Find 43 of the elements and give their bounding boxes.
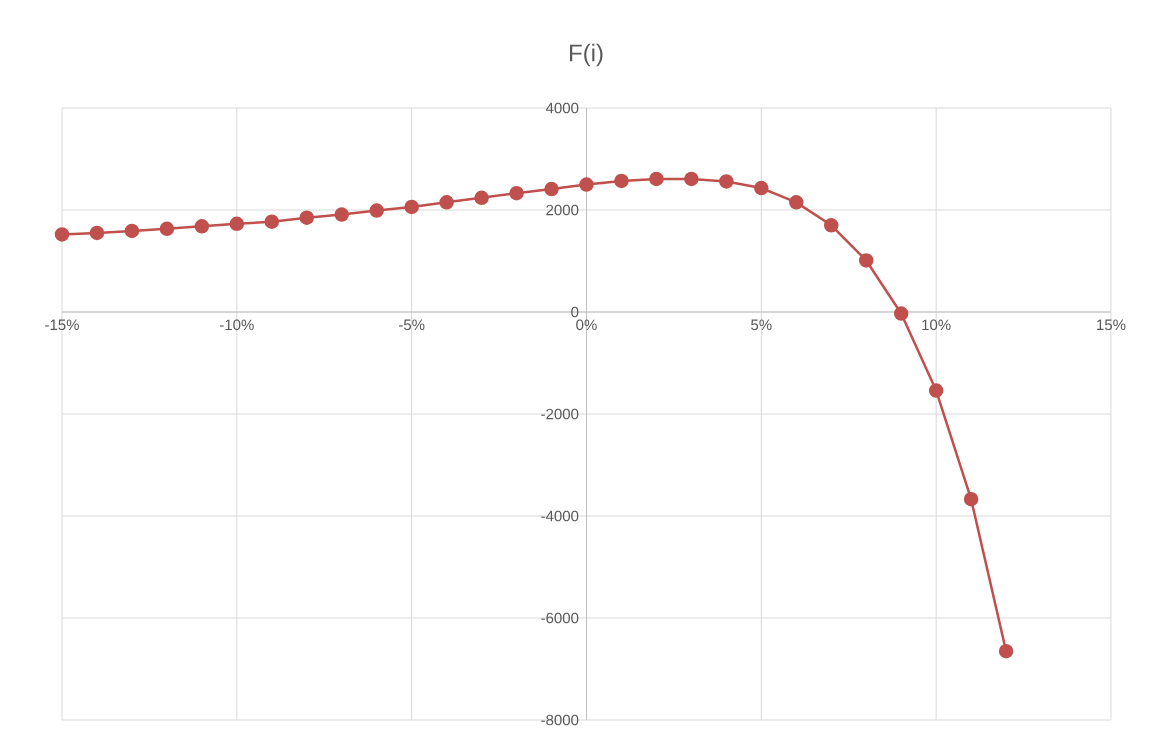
point [893, 306, 909, 321]
point [579, 177, 594, 192]
x-tick-label: -5% [398, 319, 425, 331]
point [439, 195, 454, 210]
x-tick-label: -15% [45, 319, 79, 331]
point [649, 171, 664, 187]
point [928, 383, 944, 398]
point [264, 214, 280, 229]
point [299, 210, 315, 225]
x-tick-label: 0% [576, 319, 597, 331]
point [54, 227, 70, 242]
point [544, 181, 559, 197]
x-tick-label: 5% [751, 319, 772, 331]
chart-title: F(i) [569, 43, 603, 67]
point [474, 190, 489, 206]
point [824, 218, 839, 233]
point [998, 643, 1014, 659]
x-tick-label: 15% [1097, 319, 1126, 331]
y-tick-label: -6000 [541, 612, 579, 624]
point [89, 225, 105, 241]
point [369, 203, 384, 218]
point [509, 185, 524, 201]
y-tick-label: 2000 [546, 204, 579, 216]
point [229, 216, 245, 232]
point [858, 253, 874, 268]
y-tick-label: -4000 [541, 510, 579, 522]
point [614, 173, 629, 189]
x-tick-label: -10% [219, 319, 254, 331]
y-tick-label: -2000 [541, 408, 579, 420]
point [194, 219, 210, 234]
point [334, 207, 349, 222]
point [754, 180, 769, 196]
point [159, 221, 175, 237]
x-tick-label: 10% [922, 319, 951, 331]
point [719, 174, 734, 189]
point [789, 195, 804, 210]
point [124, 223, 140, 239]
point [404, 199, 419, 215]
y-tick-label: 4000 [545, 102, 579, 114]
y-tick-label: 0 [571, 306, 579, 318]
point [684, 171, 699, 187]
point [963, 491, 979, 507]
y-tick-label: -8000 [541, 714, 579, 726]
